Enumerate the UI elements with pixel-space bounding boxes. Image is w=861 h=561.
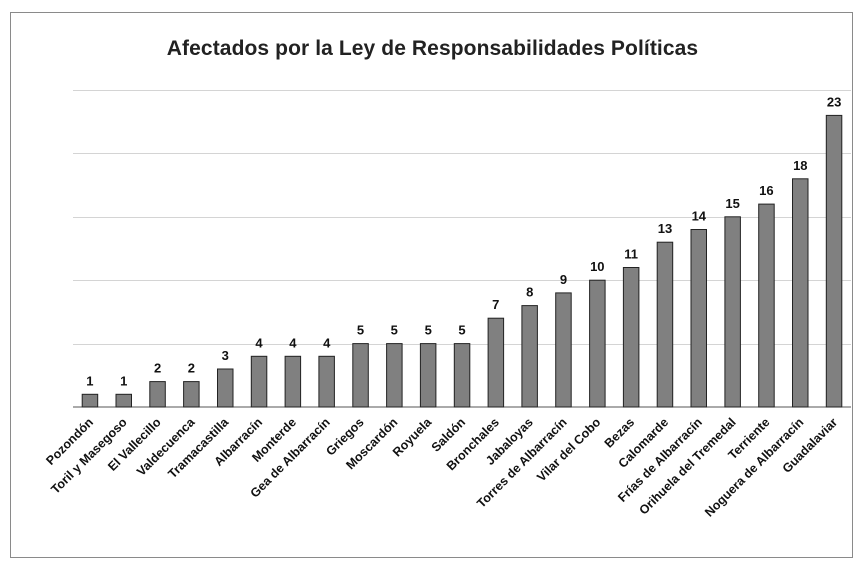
bar xyxy=(115,393,132,408)
bar xyxy=(419,343,437,408)
bar xyxy=(792,178,809,408)
bar xyxy=(149,381,166,408)
bar xyxy=(656,241,674,408)
bar xyxy=(487,317,505,408)
value-label: 10 xyxy=(590,259,604,274)
bar xyxy=(284,355,302,408)
bar xyxy=(250,355,268,408)
value-label: 4 xyxy=(323,335,331,350)
bar xyxy=(318,355,335,408)
value-label: 9 xyxy=(560,272,567,287)
value-label: 5 xyxy=(357,323,364,338)
value-label: 11 xyxy=(624,247,638,262)
value-label: 2 xyxy=(188,361,195,376)
bar xyxy=(690,229,707,408)
bars xyxy=(81,114,843,408)
value-label: 5 xyxy=(425,323,432,338)
value-label: 5 xyxy=(458,323,465,338)
value-label: 2 xyxy=(154,361,161,376)
value-label: 4 xyxy=(255,335,263,350)
value-label: 1 xyxy=(86,373,93,388)
bar xyxy=(758,203,775,408)
bar xyxy=(589,279,606,408)
bar xyxy=(521,305,538,408)
value-label: 23 xyxy=(827,94,841,109)
chart-title: Afectados por la Ley de Responsabilidade… xyxy=(166,37,699,60)
bar xyxy=(386,343,403,408)
value-label: 3 xyxy=(222,348,229,363)
value-label: 8 xyxy=(526,285,533,300)
chart-frame: Afectados por la Ley de Responsabilidade… xyxy=(10,12,853,558)
value-label: 15 xyxy=(725,196,739,211)
value-label: 4 xyxy=(289,335,297,350)
bar xyxy=(217,368,234,408)
bar xyxy=(622,267,640,408)
bar xyxy=(724,216,741,408)
value-label: 13 xyxy=(658,221,672,236)
value-label: 14 xyxy=(692,209,707,224)
value-label: 16 xyxy=(759,183,773,198)
value-label: 5 xyxy=(391,323,398,338)
bar xyxy=(453,343,471,408)
value-label: 18 xyxy=(793,158,807,173)
bar xyxy=(352,343,369,408)
bar xyxy=(825,114,843,408)
bar xyxy=(555,292,572,408)
bar xyxy=(183,381,200,408)
bar xyxy=(81,393,99,408)
x-tick-label: Royuela xyxy=(390,414,435,459)
value-label: 1 xyxy=(120,373,127,388)
value-label: 7 xyxy=(492,297,499,312)
